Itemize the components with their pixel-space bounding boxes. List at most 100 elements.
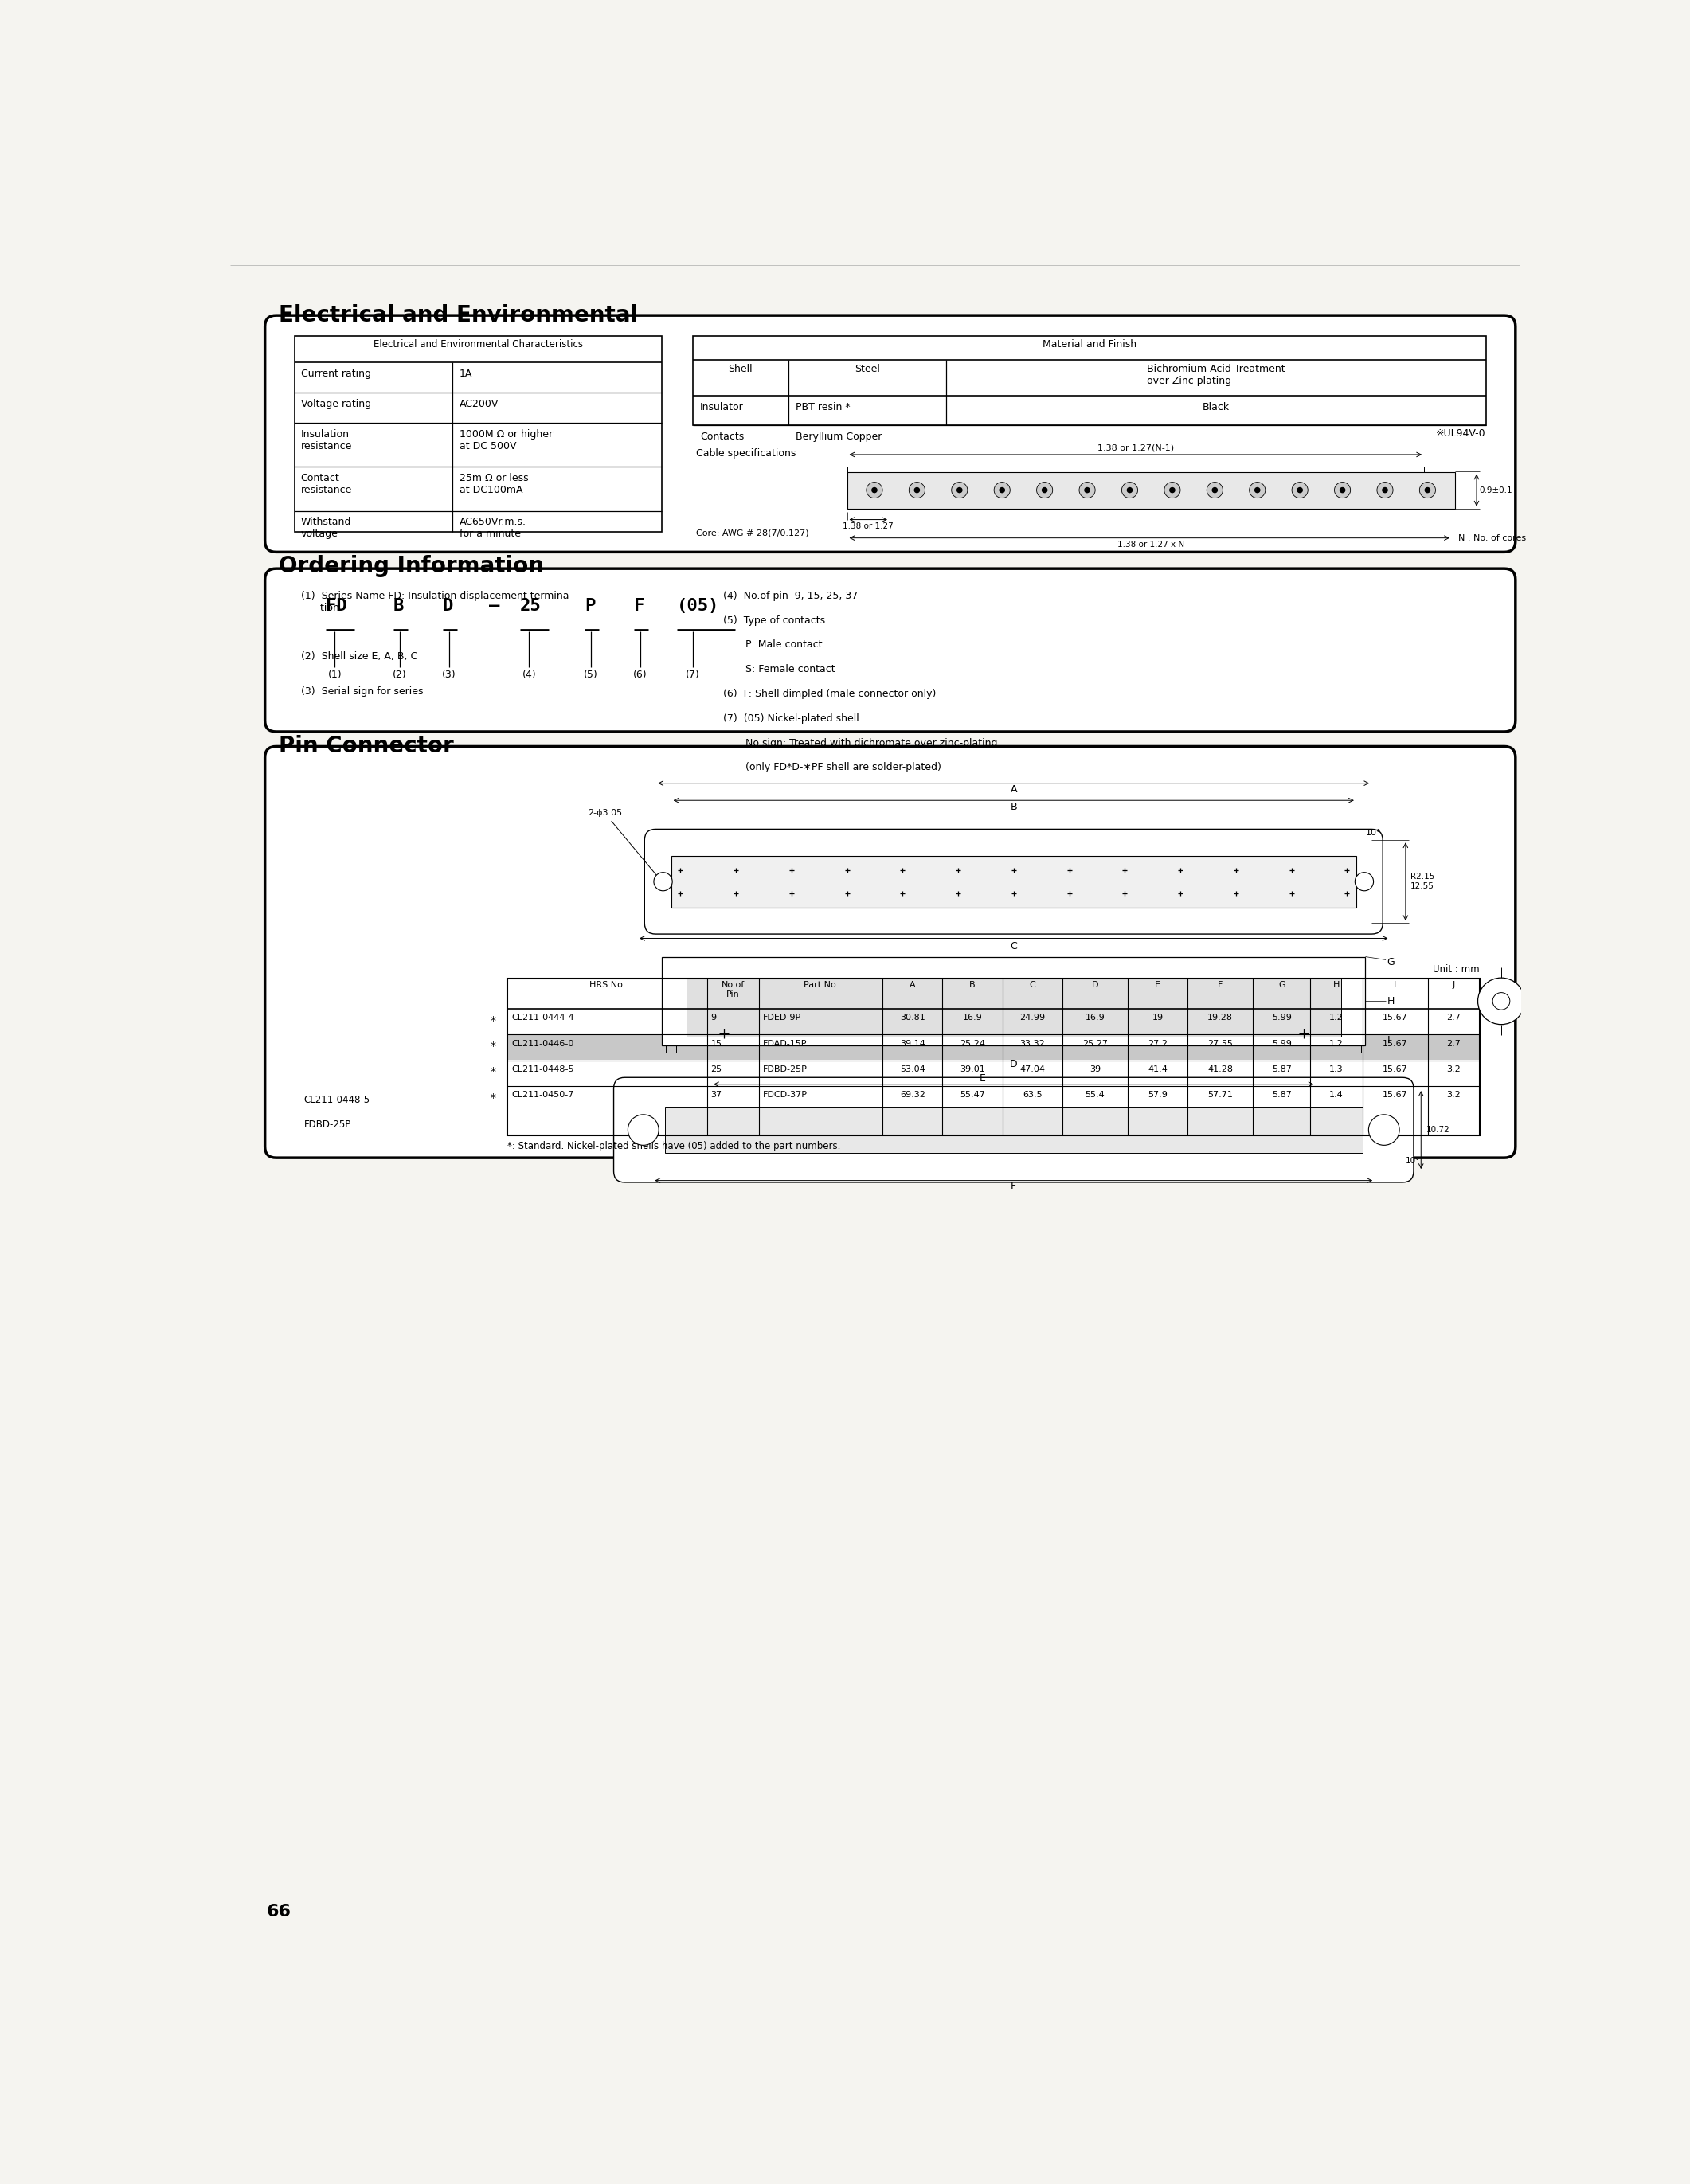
Text: 66: 66 xyxy=(267,1904,291,1920)
Text: 25.24: 25.24 xyxy=(960,1040,985,1048)
Text: 1.2: 1.2 xyxy=(1330,1013,1344,1022)
Text: 15.67: 15.67 xyxy=(1382,1013,1408,1022)
Text: A: A xyxy=(1011,784,1017,795)
Text: (5): (5) xyxy=(583,670,598,679)
FancyBboxPatch shape xyxy=(265,314,1516,553)
Text: 16.9: 16.9 xyxy=(1085,1013,1105,1022)
Text: (3)  Serial sign for series: (3) Serial sign for series xyxy=(301,686,422,697)
Text: Bichromium Acid Treatment
over Zinc plating: Bichromium Acid Treatment over Zinc plat… xyxy=(1146,365,1284,387)
Circle shape xyxy=(1249,483,1266,498)
Text: Insulation
resistance: Insulation resistance xyxy=(301,428,352,452)
Text: 5.87: 5.87 xyxy=(1273,1092,1291,1099)
Text: 1.38 or 1.27(N-1): 1.38 or 1.27(N-1) xyxy=(1097,443,1175,452)
Text: 15.67: 15.67 xyxy=(1382,1040,1408,1048)
Text: 25.27: 25.27 xyxy=(1082,1040,1107,1048)
Circle shape xyxy=(1335,483,1350,498)
Text: Voltage rating: Voltage rating xyxy=(301,400,370,408)
Text: Steel: Steel xyxy=(855,365,880,373)
Text: 41.28: 41.28 xyxy=(1208,1066,1234,1072)
Text: FDED-9P: FDED-9P xyxy=(762,1013,801,1022)
Text: Current rating: Current rating xyxy=(301,369,370,380)
Text: A: A xyxy=(909,981,916,989)
Text: *: * xyxy=(490,1066,495,1077)
Text: F: F xyxy=(1218,981,1224,989)
Text: (1)  Series Name FD: Insulation displacement termina-
      tion: (1) Series Name FD: Insulation displacem… xyxy=(301,590,573,614)
Text: 2.7: 2.7 xyxy=(1447,1040,1460,1048)
Circle shape xyxy=(1036,483,1053,498)
Circle shape xyxy=(994,483,1011,498)
Text: 25: 25 xyxy=(711,1066,722,1072)
Text: 47.04: 47.04 xyxy=(1019,1066,1044,1072)
Text: E: E xyxy=(1154,981,1161,989)
Text: 19.28: 19.28 xyxy=(1208,1013,1234,1022)
Text: 3.2: 3.2 xyxy=(1447,1092,1460,1099)
Text: 15.67: 15.67 xyxy=(1382,1092,1408,1099)
Text: 16.9: 16.9 xyxy=(963,1013,982,1022)
Bar xyxy=(294,336,662,533)
Circle shape xyxy=(872,487,877,494)
Circle shape xyxy=(1291,483,1308,498)
Text: I: I xyxy=(1387,1035,1389,1046)
Circle shape xyxy=(1425,487,1430,494)
Text: (2)  Shell size E, A, B, C: (2) Shell size E, A, B, C xyxy=(301,651,417,662)
Text: 1000M Ω or higher
at DC 500V: 1000M Ω or higher at DC 500V xyxy=(460,428,553,452)
Text: No sign: Treated with dichromate over zinc-plating: No sign: Treated with dichromate over zi… xyxy=(723,738,997,749)
Text: 25m Ω or less
at DC100mA: 25m Ω or less at DC100mA xyxy=(460,474,529,496)
Text: 1.38 or 1.27: 1.38 or 1.27 xyxy=(843,522,894,531)
Text: 5.87: 5.87 xyxy=(1273,1066,1291,1072)
FancyBboxPatch shape xyxy=(265,568,1516,732)
Text: G: G xyxy=(1387,957,1394,968)
Text: Black: Black xyxy=(1202,402,1229,413)
Circle shape xyxy=(1122,483,1137,498)
Circle shape xyxy=(1369,1114,1399,1144)
Circle shape xyxy=(957,487,962,494)
Text: 30.81: 30.81 xyxy=(901,1013,924,1022)
Text: 1.4: 1.4 xyxy=(1330,1092,1344,1099)
Circle shape xyxy=(1355,871,1374,891)
Text: C: C xyxy=(1011,941,1017,950)
Text: 15: 15 xyxy=(711,1040,722,1048)
Text: 15.67: 15.67 xyxy=(1382,1066,1408,1072)
Text: Unit : mm: Unit : mm xyxy=(1433,963,1480,974)
Circle shape xyxy=(867,483,882,498)
Text: 19: 19 xyxy=(1153,1013,1163,1022)
Text: (6): (6) xyxy=(634,670,647,679)
Circle shape xyxy=(629,1114,659,1144)
Circle shape xyxy=(1492,992,1509,1009)
Circle shape xyxy=(654,871,673,891)
Text: 9: 9 xyxy=(711,1013,717,1022)
Text: No.of
Pin: No.of Pin xyxy=(722,981,745,998)
Text: Pin Connector: Pin Connector xyxy=(279,734,455,758)
Text: AC650Vr.m.s.
for a minute: AC650Vr.m.s. for a minute xyxy=(460,518,526,539)
Text: B: B xyxy=(970,981,975,989)
Text: Electrical and Environmental: Electrical and Environmental xyxy=(279,304,639,325)
Circle shape xyxy=(1298,487,1303,494)
Text: ※UL94V-0: ※UL94V-0 xyxy=(1436,428,1486,439)
Bar xyxy=(693,336,1486,426)
Text: CL211-0446-0: CL211-0446-0 xyxy=(510,1040,573,1048)
Bar xyxy=(507,978,1480,1136)
Text: 5.99: 5.99 xyxy=(1273,1013,1291,1022)
Text: 1A: 1A xyxy=(460,369,473,380)
Text: R2.15
12.55: R2.15 12.55 xyxy=(1411,874,1435,891)
Text: H: H xyxy=(1387,996,1394,1007)
Text: 63.5: 63.5 xyxy=(1022,1092,1043,1099)
Circle shape xyxy=(909,483,924,498)
Text: AC200V: AC200V xyxy=(460,400,499,408)
Text: I: I xyxy=(1394,981,1396,989)
Text: Core: AWG # 28(7/0.127): Core: AWG # 28(7/0.127) xyxy=(696,529,808,537)
Text: D: D xyxy=(1011,1059,1017,1070)
Text: (4)  No.of pin  9, 15, 25, 37: (4) No.of pin 9, 15, 25, 37 xyxy=(723,590,859,601)
Circle shape xyxy=(1164,483,1180,498)
Text: Withstand
voltage: Withstand voltage xyxy=(301,518,352,539)
Text: FDCD-37P: FDCD-37P xyxy=(762,1092,808,1099)
Text: 53.04: 53.04 xyxy=(901,1066,924,1072)
Circle shape xyxy=(951,483,968,498)
Text: *: Standard. Nickel-plated shells have (05) added to the part numbers.: *: Standard. Nickel-plated shells have (… xyxy=(507,1140,840,1151)
Text: 41.4: 41.4 xyxy=(1148,1066,1168,1072)
Circle shape xyxy=(1212,487,1217,494)
Text: F: F xyxy=(634,598,644,614)
Text: D: D xyxy=(1092,981,1099,989)
Text: N : No. of cores: N : No. of cores xyxy=(1458,533,1526,542)
Bar xyxy=(671,856,1355,909)
